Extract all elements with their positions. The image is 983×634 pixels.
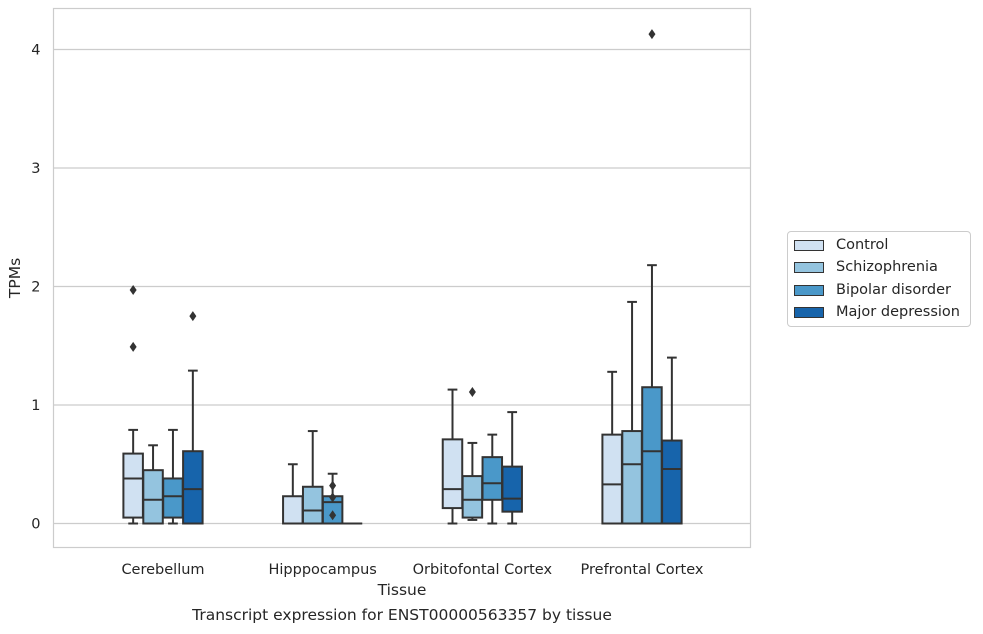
y-tick-label: 2 [31, 280, 40, 296]
y-axis-label: TPMs [6, 258, 24, 299]
outlier-point [329, 480, 337, 491]
y-tick-label: 3 [31, 161, 40, 177]
box-series [122, 29, 683, 525]
box-body [481, 456, 504, 501]
legend-label-bipolar-disorder: Bipolar disorder [836, 282, 951, 298]
y-tick-label: 0 [31, 517, 40, 533]
legend-item-major-depression: Major depression [794, 302, 960, 322]
legend-swatch-bipolar-disorder [794, 284, 824, 296]
box-body [122, 452, 144, 519]
x-tick-label: Orbitofontal Cortex [413, 562, 553, 578]
legend-swatch-major-depression [794, 306, 824, 318]
legend-label-control: Control [836, 237, 889, 253]
legend-swatch-schizophrenia [794, 261, 824, 273]
box-control [282, 463, 304, 525]
x-tick-labels: Cerebellum Hipppocampus Orbitofontal Corte… [121, 562, 703, 578]
outlier-point [329, 510, 337, 521]
legend-swatch-control [794, 239, 824, 251]
box-body [282, 495, 304, 525]
box-control [441, 388, 464, 525]
box-major-depression [501, 411, 523, 525]
legend-label-schizophrenia: Schizophrenia [836, 259, 938, 275]
box-body [162, 477, 184, 519]
legend-item-bipolar-disorder: Bipolar disorder [794, 280, 951, 300]
outlier-point [648, 29, 656, 40]
box-control [122, 285, 144, 525]
box-body [621, 430, 643, 525]
box-bipolar-disorder [321, 472, 344, 525]
legend-label-major-depression: Major depression [836, 304, 960, 320]
box-major-depression [182, 311, 204, 525]
outlier-point [189, 311, 197, 322]
y-tick-label: 4 [31, 43, 40, 59]
box-body [661, 439, 683, 525]
box-body [142, 469, 164, 525]
box-bipolar-disorder [481, 433, 504, 525]
outlier-point [329, 492, 337, 503]
chart-caption: Transcript expression for ENST0000056335… [192, 606, 612, 624]
outlier-point [129, 285, 137, 296]
y-tick-labels: 0 1 2 3 4 [31, 43, 40, 533]
legend-item-schizophrenia: Schizophrenia [794, 257, 938, 277]
y-tick-label: 1 [31, 398, 40, 414]
legend-item-control: Control [794, 235, 888, 255]
x-axis-label: Tissue [377, 581, 427, 599]
box-body [182, 450, 204, 525]
x-tick-label: Cerebellum [121, 562, 204, 578]
box-body [501, 465, 523, 513]
x-tick-label: Prefrontal Cortex [581, 562, 704, 578]
box-schizophrenia [461, 386, 484, 521]
box-body [641, 386, 663, 525]
x-tick-label: Hipppocampus [268, 562, 376, 578]
box-body [301, 485, 324, 525]
box-schizophrenia [142, 444, 164, 525]
legend: Control Schizophrenia Bipolar disorder M… [787, 231, 971, 327]
box-control [601, 370, 623, 525]
box-major-depression [661, 356, 683, 525]
box-bipolar-disorder [641, 29, 663, 525]
outlier-point [129, 341, 137, 352]
outlier-point [468, 386, 476, 397]
box-body [441, 438, 464, 510]
box-schizophrenia [621, 300, 643, 525]
box-body [461, 475, 484, 519]
box-body [601, 433, 623, 525]
box-bipolar-disorder [162, 428, 184, 525]
